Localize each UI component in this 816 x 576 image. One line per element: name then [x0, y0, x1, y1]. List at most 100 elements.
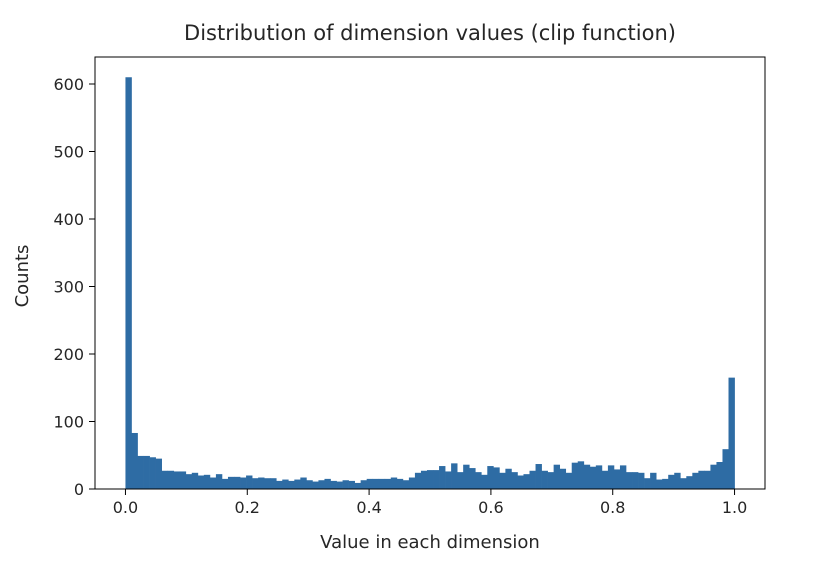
histogram-bar [342, 480, 349, 489]
histogram-bar [662, 478, 669, 490]
histogram-bar [354, 482, 361, 489]
histogram-bar [197, 475, 205, 489]
y-tick-label: 300 [53, 278, 84, 297]
plot-frame [94, 56, 766, 490]
histogram-bar [692, 472, 699, 489]
histogram-bar [215, 474, 223, 489]
y-tick-label: 200 [53, 345, 84, 364]
histogram-bar [632, 472, 639, 490]
histogram-bar [396, 478, 404, 490]
y-tick-label: 500 [53, 143, 84, 162]
histogram-bar [589, 466, 597, 489]
histogram-bars [125, 77, 735, 490]
y-axis-label: Counts [12, 245, 33, 308]
y-tick-label: 0 [74, 480, 84, 499]
histogram-bar [607, 465, 615, 490]
histogram-bar [227, 476, 235, 489]
histogram-bar [402, 480, 410, 489]
histogram-bar [547, 472, 554, 490]
histogram-bar [173, 471, 181, 489]
histogram-bar [668, 474, 675, 489]
histogram-bar [601, 470, 609, 489]
histogram-bar [505, 468, 512, 489]
histogram-bar [282, 479, 289, 489]
histogram-bar [523, 474, 530, 489]
histogram-bar [191, 472, 199, 489]
histogram-bar [185, 474, 193, 489]
histogram-bar [209, 477, 217, 489]
histogram-bar [276, 480, 283, 489]
histogram-bar [240, 477, 247, 489]
histogram-bar [553, 464, 561, 489]
histogram-bar [716, 462, 723, 489]
histogram-bar [517, 475, 524, 489]
histogram-bar [318, 480, 325, 489]
histogram-bar [728, 377, 735, 490]
x-axis-label: Value in each dimension [320, 532, 540, 553]
histogram-bar [674, 472, 681, 489]
histogram-bar [161, 470, 169, 489]
histogram-bar [125, 77, 132, 489]
histogram-bar [143, 455, 150, 489]
x-tick-label: 0.4 [356, 498, 381, 517]
histogram-bar [167, 470, 175, 489]
histogram-bar [619, 465, 627, 490]
histogram-bar [439, 466, 446, 489]
histogram-bar [475, 472, 482, 490]
histogram-bar [149, 457, 156, 489]
histogram-bar [529, 470, 536, 489]
histogram-bar [378, 478, 386, 490]
histogram-bar [137, 455, 144, 489]
histogram-bar [710, 464, 717, 489]
histogram-bar [469, 468, 476, 489]
histogram-bar [306, 480, 313, 489]
histogram-bar [348, 480, 355, 489]
histogram-bar [493, 467, 500, 489]
histogram-bar [445, 471, 452, 489]
x-tick-label: 1.0 [722, 498, 747, 517]
histogram-bar [686, 476, 693, 489]
histogram-bar [390, 477, 398, 489]
histogram-bar [258, 477, 265, 489]
histogram-bar [644, 478, 651, 489]
histogram-bar [650, 472, 657, 489]
histogram-bar [324, 478, 331, 490]
histogram-bar [336, 481, 343, 489]
histogram-bar [457, 472, 464, 490]
histogram-bar [613, 469, 621, 489]
x-tick-label: 0.8 [600, 498, 625, 517]
histogram-bar [366, 478, 374, 490]
histogram-bar [252, 478, 259, 489]
histogram-bar [704, 470, 711, 489]
histogram-bar [595, 465, 603, 490]
histogram-bar [426, 470, 434, 489]
histogram-bar [541, 470, 548, 489]
histogram-bar [565, 472, 573, 489]
histogram-bar [583, 464, 591, 489]
histogram-bar [294, 479, 301, 489]
histogram-bar [155, 458, 162, 490]
histogram-bar [360, 480, 368, 489]
x-tick-label: 0.0 [113, 498, 138, 517]
histogram-bar [312, 481, 319, 489]
chart-title: Distribution of dimension values (clip f… [184, 21, 676, 45]
histogram-bar [511, 472, 518, 490]
histogram-bar [420, 470, 428, 489]
histogram-bar [463, 464, 470, 489]
histogram-bar [433, 470, 440, 489]
histogram-bar [698, 470, 705, 489]
histogram-bar [487, 466, 494, 489]
histogram-bar [246, 475, 253, 489]
histogram-bar [372, 478, 380, 490]
histogram-bar [179, 471, 187, 489]
axes: 0.0 0.2 0.4 0.6 0.8 1.0 0 100 200 300 400 500 600 [53, 56, 766, 517]
histogram-bar [270, 478, 277, 489]
y-tick-label: 600 [53, 75, 84, 94]
histogram-bar [656, 479, 663, 489]
histogram-bar [722, 449, 729, 489]
histogram-bar [481, 474, 488, 489]
histogram-bar [330, 480, 337, 489]
histogram-bar [234, 476, 241, 489]
